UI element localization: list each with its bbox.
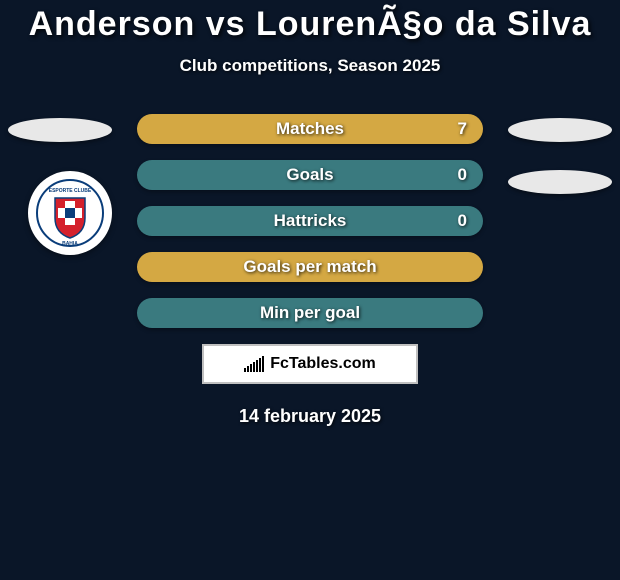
date-text: 14 february 2025 xyxy=(0,406,620,427)
stat-row-matches: Matches 7 xyxy=(137,114,483,144)
stat-row-goals-per-match: Goals per match xyxy=(137,252,483,282)
svg-text:BAHIA: BAHIA xyxy=(62,241,78,247)
subtitle: Club competitions, Season 2025 xyxy=(0,56,620,76)
fctables-text: FcTables.com xyxy=(270,355,376,373)
comparison-card: Anderson vs LourenÃ§o da Silva Club comp… xyxy=(0,0,620,427)
stat-value: 0 xyxy=(458,165,467,185)
stat-label: Min per goal xyxy=(260,303,360,323)
fctables-badge[interactable]: FcTables.com xyxy=(202,344,418,384)
stat-label: Hattricks xyxy=(274,211,347,231)
club-crest-icon: ESPORTE CLUBE BAHIA xyxy=(35,178,105,248)
fctables-chart-icon xyxy=(244,356,264,372)
stat-row-goals: Goals 0 xyxy=(137,160,483,190)
player-marker-right-2 xyxy=(508,170,612,194)
stat-value: 0 xyxy=(458,211,467,231)
stat-label: Goals xyxy=(286,165,333,185)
stat-label: Matches xyxy=(276,119,344,139)
svg-text:ESPORTE CLUBE: ESPORTE CLUBE xyxy=(49,188,92,194)
player-marker-left xyxy=(8,118,112,142)
stat-row-min-per-goal: Min per goal xyxy=(137,298,483,328)
stats-area: ESPORTE CLUBE BAHIA Matches 7 Goals 0 Ha… xyxy=(0,114,620,427)
stat-rows: Matches 7 Goals 0 Hattricks 0 Goals per … xyxy=(137,114,483,328)
stat-row-hattricks: Hattricks 0 xyxy=(137,206,483,236)
club-badge: ESPORTE CLUBE BAHIA xyxy=(28,171,112,255)
stat-label: Goals per match xyxy=(243,257,376,277)
page-title: Anderson vs LourenÃ§o da Silva xyxy=(0,5,620,44)
stat-value: 7 xyxy=(458,119,467,139)
player-marker-right-1 xyxy=(508,118,612,142)
